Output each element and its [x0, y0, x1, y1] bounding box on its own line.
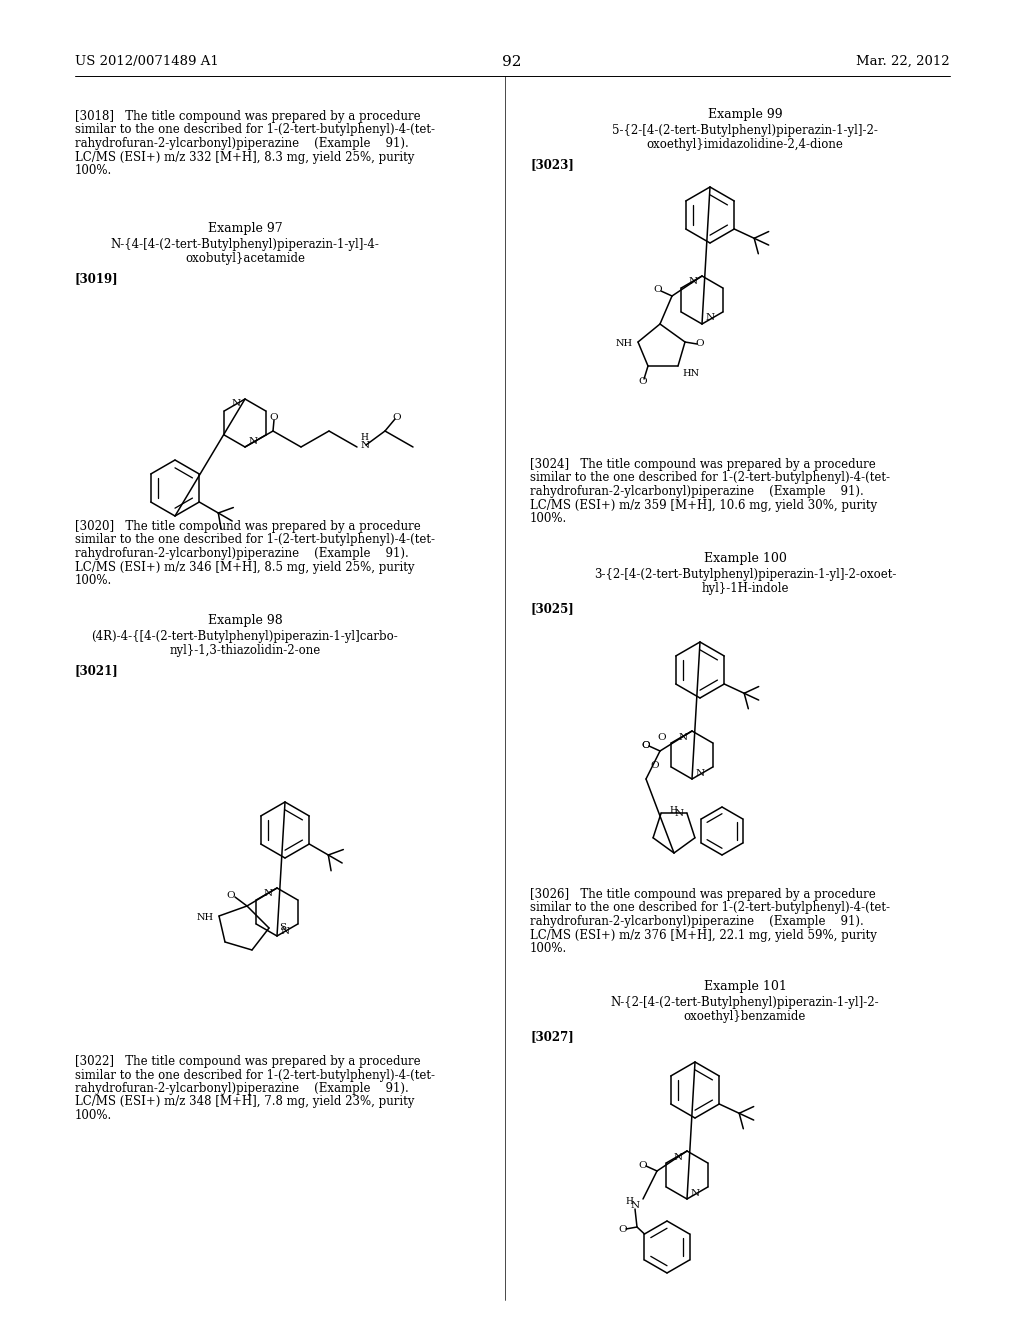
- Text: O: O: [642, 741, 650, 750]
- Text: N: N: [679, 733, 688, 742]
- Text: [3023]: [3023]: [530, 158, 573, 172]
- Text: Example 98: Example 98: [208, 614, 283, 627]
- Text: [3018]   The title compound was prepared by a procedure: [3018] The title compound was prepared b…: [75, 110, 421, 123]
- Text: HN: HN: [682, 370, 699, 379]
- Text: NH: NH: [197, 913, 214, 923]
- Text: LC/MS (ESI+) m/z 332 [M+H], 8.3 mg, yield 25%, purity: LC/MS (ESI+) m/z 332 [M+H], 8.3 mg, yiel…: [75, 150, 415, 164]
- Text: [3020]   The title compound was prepared by a procedure: [3020] The title compound was prepared b…: [75, 520, 421, 533]
- Text: NH: NH: [615, 339, 633, 348]
- Text: N: N: [281, 927, 290, 936]
- Text: Example 97: Example 97: [208, 222, 283, 235]
- Text: 3-{2-[4-(2-tert-Butylphenyl)piperazin-1-yl]-2-oxoet-: 3-{2-[4-(2-tert-Butylphenyl)piperazin-1-…: [594, 568, 896, 581]
- Text: N: N: [264, 888, 273, 898]
- Text: N-{2-[4-(2-tert-Butylphenyl)piperazin-1-yl]-2-: N-{2-[4-(2-tert-Butylphenyl)piperazin-1-…: [610, 997, 880, 1008]
- Text: N: N: [706, 314, 715, 322]
- Text: hyl}-1H-indole: hyl}-1H-indole: [701, 582, 788, 595]
- Text: [3021]: [3021]: [75, 664, 119, 677]
- Text: N: N: [361, 441, 370, 450]
- Text: [3025]: [3025]: [530, 602, 573, 615]
- Text: rahydrofuran-2-ylcarbonyl)piperazine    (Example    91).: rahydrofuran-2-ylcarbonyl)piperazine (Ex…: [530, 484, 864, 498]
- Text: [3024]   The title compound was prepared by a procedure: [3024] The title compound was prepared b…: [530, 458, 876, 471]
- Text: N: N: [674, 1152, 683, 1162]
- Text: rahydrofuran-2-ylcarbonyl)piperazine    (Example    91).: rahydrofuran-2-ylcarbonyl)piperazine (Ex…: [75, 546, 409, 560]
- Text: [3022]   The title compound was prepared by a procedure: [3022] The title compound was prepared b…: [75, 1055, 421, 1068]
- Text: N-{4-[4-(2-tert-Butylphenyl)piperazin-1-yl]-4-: N-{4-[4-(2-tert-Butylphenyl)piperazin-1-…: [111, 238, 380, 251]
- Text: oxobutyl}acetamide: oxobutyl}acetamide: [185, 252, 305, 265]
- Text: 92: 92: [502, 55, 522, 69]
- Text: O: O: [653, 285, 663, 294]
- Text: O: O: [650, 762, 659, 771]
- Text: LC/MS (ESI+) m/z 359 [M+H], 10.6 mg, yield 30%, purity: LC/MS (ESI+) m/z 359 [M+H], 10.6 mg, yie…: [530, 499, 878, 511]
- Text: N: N: [231, 400, 241, 408]
- Text: similar to the one described for 1-(2-tert-butylphenyl)-4-(tet-: similar to the one described for 1-(2-te…: [530, 902, 890, 915]
- Text: Example 99: Example 99: [708, 108, 782, 121]
- Text: O: O: [695, 339, 705, 348]
- Text: O: O: [226, 891, 236, 899]
- Text: O: O: [639, 1160, 647, 1170]
- Text: O: O: [657, 733, 667, 742]
- Text: S: S: [279, 924, 286, 932]
- Text: 100%.: 100%.: [75, 164, 113, 177]
- Text: O: O: [392, 412, 401, 421]
- Text: Example 100: Example 100: [703, 552, 786, 565]
- Text: N: N: [631, 1200, 640, 1209]
- Text: N: N: [689, 277, 698, 286]
- Text: (4R)-4-{[4-(2-tert-Butylphenyl)piperazin-1-yl]carbo-: (4R)-4-{[4-(2-tert-Butylphenyl)piperazin…: [91, 630, 398, 643]
- Text: LC/MS (ESI+) m/z 348 [M+H], 7.8 mg, yield 23%, purity: LC/MS (ESI+) m/z 348 [M+H], 7.8 mg, yiel…: [75, 1096, 415, 1109]
- Text: 100%.: 100%.: [530, 512, 567, 525]
- Text: similar to the one described for 1-(2-tert-butylphenyl)-4-(tet-: similar to the one described for 1-(2-te…: [75, 124, 435, 136]
- Text: H: H: [360, 433, 368, 441]
- Text: similar to the one described for 1-(2-tert-butylphenyl)-4-(tet-: similar to the one described for 1-(2-te…: [75, 1068, 435, 1081]
- Text: oxoethyl}imidazolidine-2,4-dione: oxoethyl}imidazolidine-2,4-dione: [646, 139, 844, 150]
- Text: oxoethyl}benzamide: oxoethyl}benzamide: [684, 1010, 806, 1023]
- Text: [3027]: [3027]: [530, 1030, 573, 1043]
- Text: N: N: [675, 809, 683, 817]
- Text: nyl}-1,3-thiazolidin-2-one: nyl}-1,3-thiazolidin-2-one: [169, 644, 321, 657]
- Text: N: N: [696, 768, 706, 777]
- Text: 100%.: 100%.: [75, 1109, 113, 1122]
- Text: LC/MS (ESI+) m/z 376 [M+H], 22.1 mg, yield 59%, purity: LC/MS (ESI+) m/z 376 [M+H], 22.1 mg, yie…: [530, 928, 877, 941]
- Text: O: O: [642, 741, 650, 750]
- Text: [3026]   The title compound was prepared by a procedure: [3026] The title compound was prepared b…: [530, 888, 876, 902]
- Text: H: H: [669, 805, 677, 814]
- Text: LC/MS (ESI+) m/z 346 [M+H], 8.5 mg, yield 25%, purity: LC/MS (ESI+) m/z 346 [M+H], 8.5 mg, yiel…: [75, 561, 415, 573]
- Text: Example 101: Example 101: [703, 979, 786, 993]
- Text: 5-{2-[4-(2-tert-Butylphenyl)piperazin-1-yl]-2-: 5-{2-[4-(2-tert-Butylphenyl)piperazin-1-…: [612, 124, 878, 137]
- Text: O: O: [269, 412, 279, 421]
- Text: O: O: [618, 1225, 628, 1233]
- Text: H: H: [625, 1196, 633, 1205]
- Text: 100%.: 100%.: [75, 574, 113, 587]
- Text: US 2012/0071489 A1: US 2012/0071489 A1: [75, 55, 219, 69]
- Text: [3019]: [3019]: [75, 272, 119, 285]
- Text: similar to the one described for 1-(2-tert-butylphenyl)-4-(tet-: similar to the one described for 1-(2-te…: [75, 533, 435, 546]
- Text: N: N: [691, 1188, 700, 1197]
- Text: O: O: [639, 378, 647, 387]
- Text: Mar. 22, 2012: Mar. 22, 2012: [856, 55, 950, 69]
- Text: rahydrofuran-2-ylcarbonyl)piperazine    (Example    91).: rahydrofuran-2-ylcarbonyl)piperazine (Ex…: [530, 915, 864, 928]
- Text: rahydrofuran-2-ylcarbonyl)piperazine    (Example    91).: rahydrofuran-2-ylcarbonyl)piperazine (Ex…: [75, 1082, 409, 1096]
- Text: N: N: [249, 437, 258, 446]
- Text: rahydrofuran-2-ylcarbonyl)piperazine    (Example    91).: rahydrofuran-2-ylcarbonyl)piperazine (Ex…: [75, 137, 409, 150]
- Text: 100%.: 100%.: [530, 942, 567, 954]
- Text: similar to the one described for 1-(2-tert-butylphenyl)-4-(tet-: similar to the one described for 1-(2-te…: [530, 471, 890, 484]
